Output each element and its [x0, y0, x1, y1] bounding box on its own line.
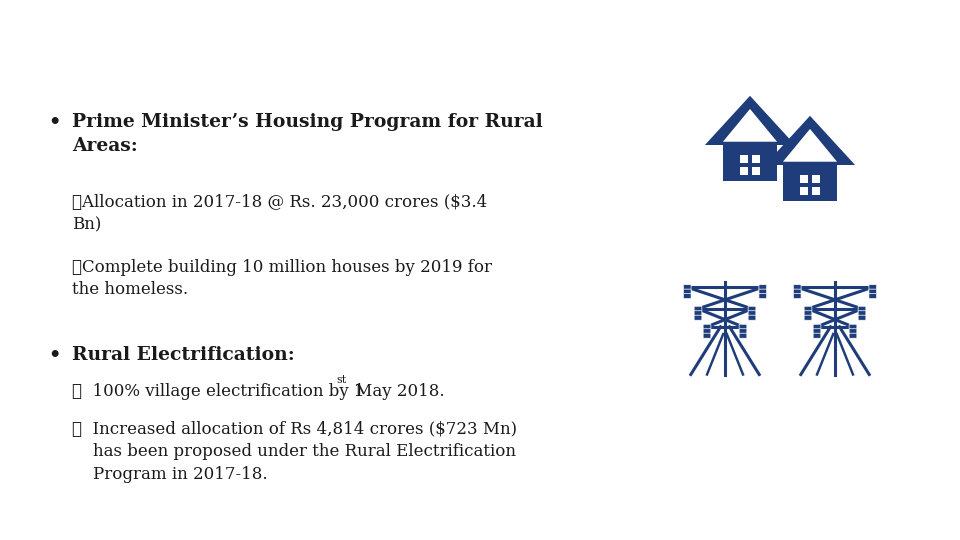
FancyBboxPatch shape: [869, 285, 876, 290]
FancyBboxPatch shape: [684, 289, 691, 294]
Text: ❑  Increased allocation of Rs 4,814 crores ($723 Mn)
    has been proposed under: ❑ Increased allocation of Rs 4,814 crore…: [72, 421, 517, 483]
FancyBboxPatch shape: [813, 329, 821, 334]
FancyBboxPatch shape: [684, 285, 691, 290]
Polygon shape: [723, 109, 777, 141]
FancyBboxPatch shape: [694, 315, 702, 320]
FancyBboxPatch shape: [748, 315, 756, 320]
FancyBboxPatch shape: [694, 306, 702, 312]
FancyBboxPatch shape: [850, 333, 857, 338]
FancyBboxPatch shape: [850, 329, 857, 334]
FancyBboxPatch shape: [858, 306, 866, 312]
Bar: [800, 187, 808, 194]
FancyBboxPatch shape: [793, 285, 801, 290]
Bar: [740, 167, 748, 174]
FancyBboxPatch shape: [739, 333, 747, 338]
FancyBboxPatch shape: [759, 294, 767, 299]
Polygon shape: [705, 96, 795, 145]
FancyBboxPatch shape: [759, 285, 767, 290]
Text: Prime Minister’s Housing Program for Rural
Areas:: Prime Minister’s Housing Program for Rur…: [72, 113, 542, 155]
Bar: [740, 155, 748, 163]
Text: ❑Complete building 10 million houses by 2019 for
the homeless.: ❑Complete building 10 million houses by …: [72, 259, 492, 299]
FancyBboxPatch shape: [850, 325, 857, 329]
FancyBboxPatch shape: [703, 333, 710, 338]
Text: ❑  100% village electrification by 1: ❑ 100% village electrification by 1: [72, 383, 365, 400]
FancyBboxPatch shape: [694, 310, 702, 316]
FancyBboxPatch shape: [858, 315, 866, 320]
Polygon shape: [765, 116, 855, 165]
FancyBboxPatch shape: [869, 294, 876, 299]
Bar: [752, 155, 760, 163]
Bar: [812, 175, 820, 183]
FancyBboxPatch shape: [703, 325, 710, 329]
FancyBboxPatch shape: [804, 306, 812, 312]
Text: •: •: [48, 346, 60, 363]
FancyBboxPatch shape: [869, 289, 876, 294]
FancyBboxPatch shape: [703, 329, 710, 334]
FancyBboxPatch shape: [739, 325, 747, 329]
Bar: [752, 167, 760, 174]
FancyBboxPatch shape: [793, 294, 801, 299]
Bar: [783, 164, 837, 201]
FancyBboxPatch shape: [813, 325, 821, 329]
Text: May 2018.: May 2018.: [350, 383, 445, 400]
Bar: [723, 143, 777, 181]
Text: st: st: [336, 375, 347, 386]
FancyBboxPatch shape: [813, 333, 821, 338]
Text: ❑Allocation in 2017-18 @ Rs. 23,000 crores ($3.4
Bn): ❑Allocation in 2017-18 @ Rs. 23,000 cror…: [72, 194, 488, 234]
FancyBboxPatch shape: [793, 289, 801, 294]
FancyBboxPatch shape: [804, 310, 812, 316]
FancyBboxPatch shape: [858, 310, 866, 316]
Bar: [812, 187, 820, 194]
FancyBboxPatch shape: [748, 306, 756, 312]
FancyBboxPatch shape: [804, 315, 812, 320]
FancyBboxPatch shape: [759, 289, 767, 294]
FancyBboxPatch shape: [739, 329, 747, 334]
Text: •: •: [48, 113, 60, 131]
Bar: [800, 175, 808, 183]
Text: Rural Electrification:: Rural Electrification:: [72, 346, 295, 363]
FancyBboxPatch shape: [684, 294, 691, 299]
FancyBboxPatch shape: [748, 310, 756, 316]
Polygon shape: [783, 129, 837, 161]
